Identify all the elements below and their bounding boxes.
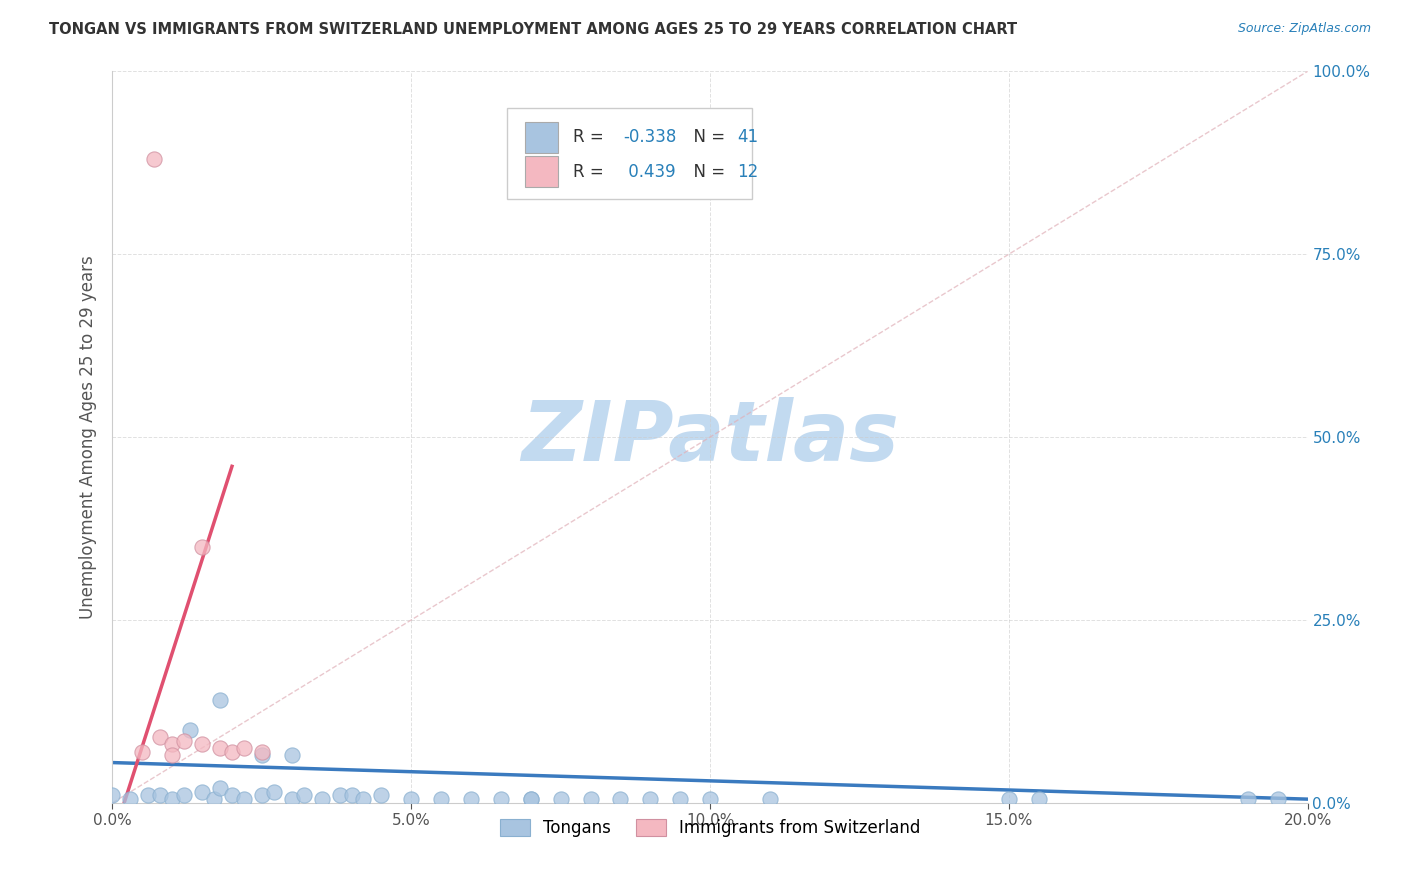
Legend: Tongans, Immigrants from Switzerland: Tongans, Immigrants from Switzerland bbox=[491, 811, 929, 846]
Text: N =: N = bbox=[682, 128, 730, 146]
Point bbox=[699, 792, 721, 806]
Point bbox=[101, 789, 124, 803]
Text: N =: N = bbox=[682, 162, 730, 180]
Point bbox=[281, 792, 304, 806]
Point bbox=[250, 789, 273, 803]
Point bbox=[173, 789, 195, 803]
Text: R =: R = bbox=[572, 128, 609, 146]
Point bbox=[209, 781, 232, 796]
Text: Source: ZipAtlas.com: Source: ZipAtlas.com bbox=[1237, 22, 1371, 36]
Point bbox=[370, 789, 392, 803]
Text: 12: 12 bbox=[738, 162, 759, 180]
Point bbox=[550, 792, 572, 806]
Point bbox=[233, 740, 256, 755]
Text: 0.439: 0.439 bbox=[623, 162, 675, 180]
Point bbox=[149, 789, 172, 803]
Point bbox=[489, 792, 512, 806]
Point bbox=[209, 693, 232, 707]
Point bbox=[353, 792, 375, 806]
Point bbox=[179, 723, 201, 737]
Point bbox=[998, 792, 1021, 806]
Point bbox=[263, 785, 285, 799]
Point bbox=[202, 792, 225, 806]
Point bbox=[149, 730, 172, 744]
Point bbox=[292, 789, 315, 803]
Point bbox=[460, 792, 482, 806]
Point bbox=[520, 792, 543, 806]
Point bbox=[640, 792, 662, 806]
Point bbox=[120, 792, 142, 806]
FancyBboxPatch shape bbox=[508, 108, 752, 200]
Point bbox=[759, 792, 782, 806]
Point bbox=[401, 792, 423, 806]
Point bbox=[162, 748, 183, 763]
Point bbox=[520, 792, 543, 806]
Point bbox=[221, 789, 243, 803]
Text: R =: R = bbox=[572, 162, 609, 180]
Point bbox=[329, 789, 352, 803]
Point bbox=[1028, 792, 1050, 806]
Text: -0.338: -0.338 bbox=[623, 128, 676, 146]
Point bbox=[1237, 792, 1260, 806]
Point bbox=[138, 789, 160, 803]
FancyBboxPatch shape bbox=[524, 156, 558, 187]
Text: 41: 41 bbox=[738, 128, 759, 146]
Point bbox=[311, 792, 333, 806]
Y-axis label: Unemployment Among Ages 25 to 29 years: Unemployment Among Ages 25 to 29 years bbox=[79, 255, 97, 619]
Point bbox=[162, 737, 183, 751]
Point bbox=[191, 737, 214, 751]
Point bbox=[162, 792, 183, 806]
Point bbox=[579, 792, 602, 806]
Point bbox=[143, 152, 166, 166]
Point bbox=[340, 789, 363, 803]
Text: ZIPatlas: ZIPatlas bbox=[522, 397, 898, 477]
Point bbox=[609, 792, 631, 806]
Point bbox=[191, 785, 214, 799]
Point bbox=[1267, 792, 1289, 806]
Point bbox=[430, 792, 453, 806]
Point bbox=[173, 733, 195, 747]
Point bbox=[281, 748, 304, 763]
Point bbox=[250, 748, 273, 763]
Point bbox=[221, 745, 243, 759]
Point bbox=[233, 792, 256, 806]
Point bbox=[191, 540, 214, 554]
Point bbox=[669, 792, 692, 806]
Point bbox=[131, 745, 153, 759]
FancyBboxPatch shape bbox=[524, 122, 558, 153]
Point bbox=[250, 745, 273, 759]
Point bbox=[209, 740, 232, 755]
Text: TONGAN VS IMMIGRANTS FROM SWITZERLAND UNEMPLOYMENT AMONG AGES 25 TO 29 YEARS COR: TONGAN VS IMMIGRANTS FROM SWITZERLAND UN… bbox=[49, 22, 1018, 37]
